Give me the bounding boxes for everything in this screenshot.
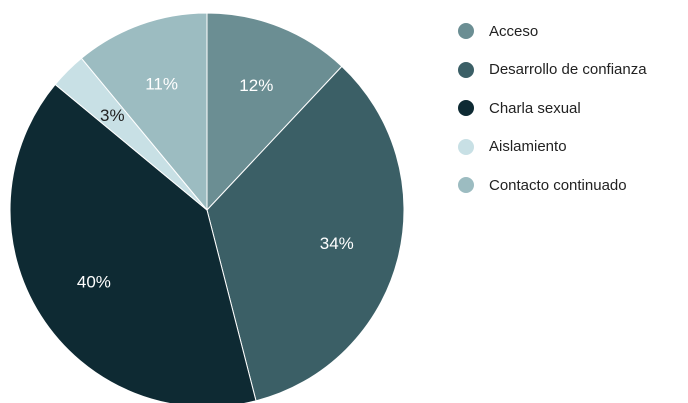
legend-item-charla-sexual: Charla sexual (458, 89, 647, 128)
legend-swatch-aislamiento (458, 138, 474, 155)
data-label-acceso: 12% (239, 76, 273, 95)
legend-label-desarrollo-de-confianza: Desarrollo de confianza (489, 61, 647, 79)
pie-data-labels: 12% 34% 40% 3% 11% (77, 74, 354, 291)
legend-item-aislamiento: Aislamiento (458, 128, 647, 167)
data-label-aislamiento: 3% (100, 106, 125, 125)
legend-item-desarrollo-de-confianza: Desarrollo de confianza (458, 51, 647, 90)
legend-label-contacto-continuado: Contacto continuado (489, 176, 627, 194)
legend-swatch-charla-sexual (458, 100, 474, 117)
pie-slice-acceso (206, 12, 343, 212)
legend-item-contacto-continuado: Contacto continuado (458, 166, 647, 205)
legend-label-aislamiento: Aislamiento (489, 138, 567, 156)
legend-swatch-contacto-continuado (458, 177, 474, 194)
legend-label-acceso: Acceso (489, 22, 539, 40)
pie-slice-charla-sexual (9, 83, 257, 403)
pie-slice-desarrollo-de-confianza (206, 65, 405, 402)
legend-label-charla-sexual: Charla sexual (489, 99, 581, 117)
legend-swatch-desarrollo-de-confianza (458, 61, 474, 78)
data-label-charla-sexual: 40% (77, 272, 111, 291)
data-label-desarrollo-de-confianza: 34% (320, 234, 354, 253)
legend: Acceso Desarrollo de confianza Charla se… (458, 12, 647, 205)
pie-slices (9, 12, 405, 403)
legend-item-acceso: Acceso (458, 12, 647, 51)
legend-swatch-acceso (458, 23, 474, 40)
data-label-contacto-continuado: 11% (145, 74, 178, 93)
pie-slice-contacto-continuado (80, 12, 208, 212)
